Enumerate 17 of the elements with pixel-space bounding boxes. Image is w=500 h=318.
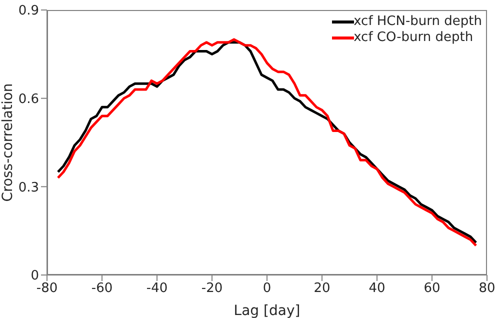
x-tick-label: -80 [36,281,58,296]
y-tick-label: 0.6 [18,92,39,107]
x-tick-label: 0 [262,281,272,296]
x-tick-label: 60 [424,281,440,296]
legend-label: xcf HCN-burn depth [354,14,482,30]
y-tick-label: 0.9 [18,4,39,19]
x-tick-label: 40 [368,281,386,296]
y-axis-title: Cross-correlation [0,83,16,202]
x-tick-label: -40 [146,281,168,296]
x-tick-label: 20 [314,281,330,296]
y-tick-label: 0 [30,268,39,284]
x-axis-title: Lag [day] [234,303,300,318]
x-tick-label: 80 [478,281,496,296]
x-tick-label: -20 [201,281,223,296]
x-tick-label: -60 [91,281,113,296]
y-tick-label: 0.3 [18,180,39,196]
legend-label: xcf CO-burn depth [354,30,474,46]
